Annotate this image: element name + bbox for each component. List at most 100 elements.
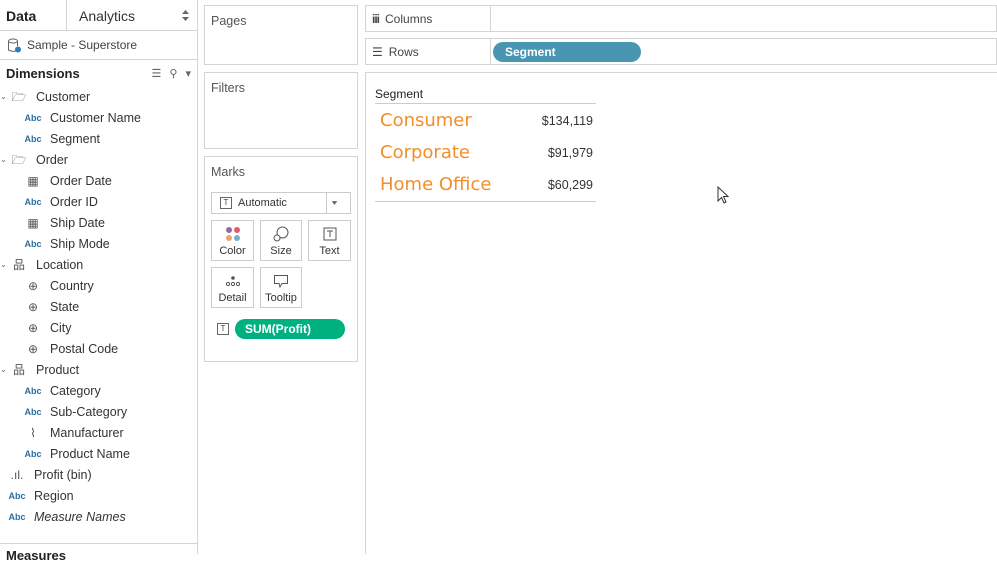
segment-column-header[interactable]: Segment: [375, 87, 596, 104]
field-label: Customer Name: [50, 110, 141, 125]
field-item[interactable]: ⌇ Manufacturer: [0, 422, 197, 443]
abc-icon: Abc: [24, 238, 42, 249]
field-label: Country: [50, 278, 94, 293]
field-label: Product Name: [50, 446, 130, 461]
field-item[interactable]: Abc Sub-Category: [0, 401, 197, 422]
sum-profit-pill[interactable]: SUM(Profit): [235, 319, 345, 339]
detail-label: Detail: [218, 292, 247, 304]
rows-shelf[interactable]: ☰ Rows Segment: [365, 38, 997, 65]
detail-icon: [225, 276, 240, 287]
abc-icon: Abc: [24, 196, 42, 207]
abc-icon: Abc: [24, 112, 42, 123]
tab-analytics[interactable]: Analytics: [66, 0, 197, 30]
text-mark-icon: T: [220, 197, 232, 209]
pages-title: Pages: [211, 14, 247, 28]
field-item[interactable]: ⌄ 🗁 Customer: [0, 86, 197, 107]
chevron-down-icon[interactable]: ⌄: [0, 154, 7, 164]
hierarchy-icon: 品: [12, 257, 25, 272]
table-row: Home Office $60,299: [375, 169, 596, 201]
tooltip-button[interactable]: Tooltip: [260, 267, 302, 308]
size-label: Size: [270, 245, 292, 257]
field-label: Measure Names: [34, 509, 126, 524]
field-item[interactable]: ▦ Ship Date: [0, 212, 197, 233]
globe-icon: ⊕: [27, 299, 39, 314]
abc-icon: Abc: [24, 448, 42, 459]
profit-value[interactable]: $91,979: [547, 146, 593, 160]
field-item[interactable]: .ıl. Profit (bin): [0, 464, 197, 485]
rows-label: Rows: [388, 44, 419, 59]
globe-icon: ⊕: [27, 278, 39, 293]
field-item[interactable]: Abc Category: [0, 380, 197, 401]
field-label: Postal Code: [50, 341, 119, 356]
pages-shelf[interactable]: Pages: [204, 5, 358, 65]
color-button[interactable]: Color: [211, 220, 254, 261]
table-row: Corporate $91,979: [375, 137, 596, 169]
mark-type-value: Automatic: [238, 196, 287, 209]
updown-icon: [182, 10, 189, 21]
chevron-down-icon[interactable]: ⌄: [0, 91, 7, 101]
field-item[interactable]: Abc Product Name: [0, 443, 197, 464]
field-label: Region: [34, 488, 74, 503]
chevron-down-icon[interactable]: ⌄: [0, 259, 7, 269]
columns-icon: iii: [372, 11, 380, 26]
folder-icon: 🗁: [11, 89, 27, 104]
field-item[interactable]: Abc Ship Mode: [0, 233, 197, 254]
field-item[interactable]: ⌄ 品 Product: [0, 359, 197, 380]
field-item[interactable]: ⊕ Country: [0, 275, 197, 296]
profit-value[interactable]: $60,299: [547, 178, 593, 192]
field-item[interactable]: ⊕ State: [0, 296, 197, 317]
field-item[interactable]: ⊕ City: [0, 317, 197, 338]
table-row: Consumer $134,119: [375, 105, 596, 137]
size-icon: [273, 226, 289, 242]
field-item[interactable]: Abc Measure Names: [0, 506, 197, 527]
histogram-icon: .ıl.: [10, 467, 24, 482]
datasource[interactable]: Sample - Superstore: [0, 31, 197, 60]
database-icon: [8, 38, 21, 52]
dropdown-icon[interactable]: ▾: [185, 67, 191, 80]
detail-button[interactable]: Detail: [211, 267, 254, 308]
chevron-down-icon: [326, 193, 338, 213]
size-button[interactable]: Size: [260, 220, 302, 261]
filters-shelf[interactable]: Filters: [204, 72, 358, 149]
color-icon: [225, 227, 240, 241]
text-icon: [323, 227, 336, 241]
field-item[interactable]: Abc Segment: [0, 128, 197, 149]
text-button[interactable]: Text: [308, 220, 351, 261]
columns-shelf[interactable]: iii Columns: [365, 5, 997, 32]
chevron-down-icon[interactable]: ⌄: [0, 364, 7, 374]
tab-label: Analytics: [79, 8, 136, 24]
field-item[interactable]: Abc Customer Name: [0, 107, 197, 128]
segment-label[interactable]: Consumer: [380, 110, 472, 131]
segment-pill[interactable]: Segment: [493, 41, 641, 62]
abc-icon: Abc: [8, 490, 26, 501]
field-item[interactable]: ⊕ Postal Code: [0, 338, 197, 359]
calendar-icon: ▦: [27, 173, 39, 188]
field-label: Sub-Category: [50, 404, 128, 419]
mouse-cursor-icon: [717, 186, 729, 204]
field-label: Category: [50, 383, 101, 398]
segment-label[interactable]: Home Office: [380, 174, 492, 195]
abc-icon: Abc: [24, 133, 42, 144]
field-item[interactable]: ⌄ 🗁 Order: [0, 149, 197, 170]
field-item[interactable]: Abc Order ID: [0, 191, 197, 212]
field-label: Ship Date: [50, 215, 105, 230]
data-pane: Data Analytics Sample - Superstore Dimen…: [0, 0, 198, 563]
calendar-icon: ▦: [27, 215, 39, 230]
field-item[interactable]: Abc Region: [0, 485, 197, 506]
field-label: Order Date: [50, 173, 112, 188]
field-label: State: [50, 299, 80, 314]
datasource-name: Sample - Superstore: [27, 38, 138, 52]
profit-value[interactable]: $134,119: [541, 114, 593, 128]
globe-icon: ⊕: [27, 320, 39, 335]
field-label: Location: [36, 257, 84, 272]
search-icon[interactable]: ⚲: [169, 67, 178, 80]
field-item[interactable]: ▦ Order Date: [0, 170, 197, 191]
list-view-icon[interactable]: ☰: [151, 67, 162, 80]
hierarchy-icon: 品: [12, 362, 25, 377]
tab-data[interactable]: Data: [6, 8, 37, 24]
segment-label[interactable]: Corporate: [380, 142, 470, 163]
abc-icon: Abc: [8, 511, 26, 522]
field-item[interactable]: ⌄ 品 Location: [0, 254, 197, 275]
mark-type-dropdown[interactable]: T Automatic: [211, 192, 351, 214]
paperclip-icon: ⌇: [30, 425, 36, 440]
